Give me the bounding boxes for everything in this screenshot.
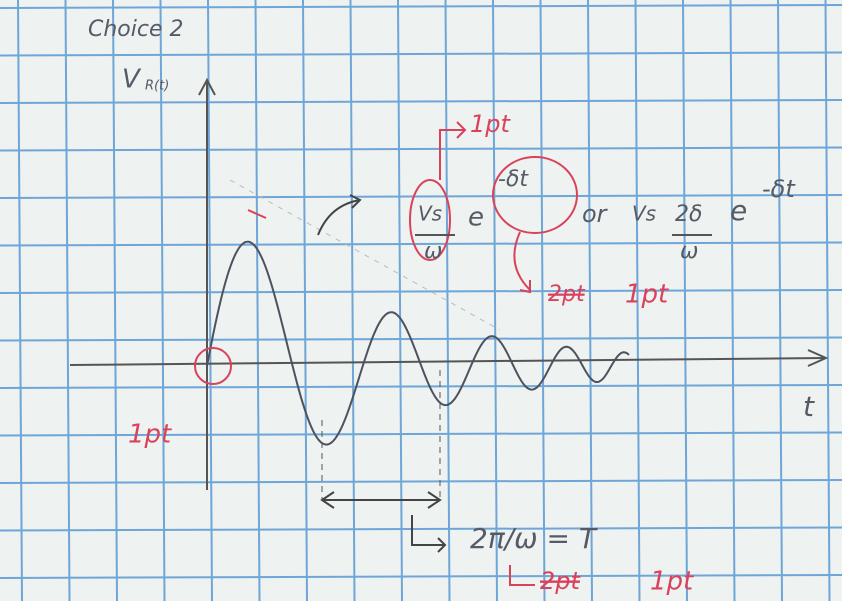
grid-line xyxy=(0,338,842,341)
grid-line xyxy=(398,0,402,601)
period: 2π/ω = T xyxy=(470,522,598,555)
grid-line xyxy=(731,0,735,601)
origin-circle xyxy=(195,348,231,384)
grid-line xyxy=(0,528,842,531)
crossed-score: 2pt xyxy=(548,282,586,307)
grid-line xyxy=(256,0,260,601)
grid-line xyxy=(446,0,450,601)
paper: Choice 2 V R(t) t 1pt Vs ω e -δt or Vs 2… xyxy=(0,0,842,601)
grid-line xyxy=(351,0,355,601)
grid-line xyxy=(0,148,842,151)
grid-line xyxy=(303,0,307,601)
grid-line xyxy=(588,0,592,601)
alt-exponent: -δt xyxy=(762,175,796,203)
hook-arrow xyxy=(510,565,535,585)
envelope-guide xyxy=(230,180,500,330)
grid-line xyxy=(66,0,70,601)
score: 1pt xyxy=(470,110,512,138)
alt-denominator: ω xyxy=(680,239,698,264)
score: 1pt xyxy=(650,567,694,597)
score: 1pt xyxy=(128,420,172,450)
grid-line xyxy=(541,0,545,601)
envelope-numerator: Vs xyxy=(418,202,442,226)
alt-base: e xyxy=(730,194,747,227)
y-subscript: R(t) xyxy=(145,79,169,94)
grid-line xyxy=(0,53,842,56)
red-arrow xyxy=(514,232,530,292)
x-label: t xyxy=(803,390,815,423)
envelope-exponent: -δt xyxy=(498,167,529,192)
grid-line xyxy=(0,433,842,436)
grid-line xyxy=(826,0,830,601)
grid-line xyxy=(0,575,842,578)
envelope-denominator: ω xyxy=(424,239,442,264)
drawing: Choice 2 V R(t) t 1pt Vs ω e -δt or Vs 2… xyxy=(0,0,842,601)
damped-wave xyxy=(207,242,629,445)
grid-line xyxy=(0,243,842,246)
crossed-score: 2pt xyxy=(540,567,582,595)
or: or xyxy=(582,200,609,228)
grid-line xyxy=(0,480,842,483)
grid-line xyxy=(0,5,842,8)
y-label: V xyxy=(122,65,142,95)
title: Choice 2 xyxy=(88,17,184,42)
grid-line xyxy=(0,290,842,293)
grid-line xyxy=(18,0,22,601)
grid-line xyxy=(0,385,842,388)
hook-arrow xyxy=(412,515,445,552)
score: 1pt xyxy=(625,280,669,310)
alt-prefix: Vs xyxy=(632,202,656,226)
alt-numerator: 2δ xyxy=(675,202,702,227)
pointer-arrow xyxy=(318,195,360,235)
grid-line xyxy=(0,100,842,103)
grid-line xyxy=(493,0,497,601)
red-arrow xyxy=(440,122,465,180)
grid-line xyxy=(778,0,782,601)
grid-line xyxy=(683,0,687,601)
grid-line xyxy=(0,195,842,198)
grid-line xyxy=(113,0,117,601)
envelope-base: e xyxy=(468,203,484,233)
